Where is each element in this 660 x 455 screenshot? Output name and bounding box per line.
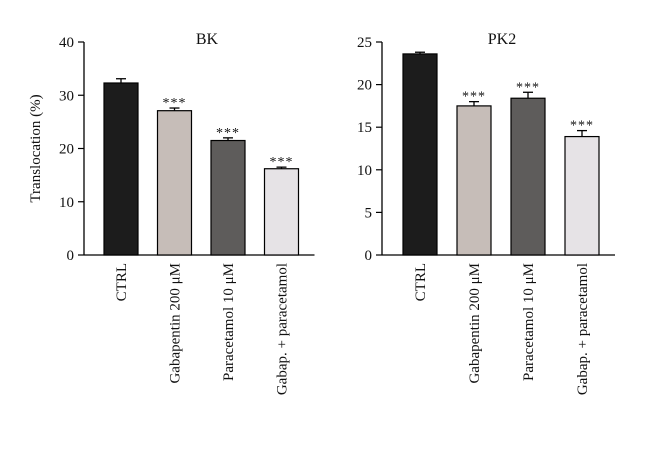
pk2-y-tick-label: 5 — [365, 205, 373, 221]
pk2-bar-3 — [564, 135, 600, 256]
bk-y-tick-label: 30 — [59, 88, 74, 104]
pk2-error-bar-0 — [415, 51, 425, 54]
pk2-y-tick-label: 10 — [357, 163, 372, 179]
pk2-y-tick-label: 15 — [357, 120, 372, 136]
bk-category-label-0: CTRL — [114, 263, 130, 301]
pk2-category-label-2: Paracetamol 10 μM — [521, 263, 537, 381]
pk2-bar-0 — [402, 53, 438, 256]
pk2-category-label-3: Gabap. + paracetamol — [575, 263, 591, 395]
bk-error-bar-2 — [223, 137, 233, 141]
bk-error-bar-1 — [169, 107, 180, 111]
bk-bar-1 — [156, 110, 193, 256]
bk-significance-2: *** — [216, 126, 240, 141]
bk-chart: 0 10 20 30 40 BK Translocation (%) CTRL *** Gabap… — [28, 31, 315, 395]
pk2-error-bar-2 — [523, 91, 533, 99]
bk-category-label-3: Gabap. + paracetamol — [275, 263, 291, 395]
pk2-y-tick-label: 0 — [365, 248, 373, 264]
pk2-category-label-1: Gabapentin 200 μM — [467, 263, 483, 384]
bk-bar-3 — [263, 168, 300, 256]
bk-bar-0 — [103, 82, 139, 256]
bk-y-axis-label: Translocation (%) — [28, 94, 44, 202]
bk-error-bar-0 — [116, 78, 126, 84]
pk2-category-label-0: CTRL — [413, 263, 429, 301]
pk2-error-bar-3 — [577, 129, 587, 137]
bk-bar-2 — [210, 139, 246, 256]
pk2-significance-1: *** — [462, 90, 486, 105]
pk2-chart: 0 5 10 15 20 25 PK2 CTRL *** Gabapentin 200 μM ***… — [357, 31, 615, 395]
pk2-title: PK2 — [488, 31, 516, 48]
pk2-significance-3: *** — [570, 119, 594, 134]
pk2-y-tick-label: 25 — [357, 35, 372, 51]
bk-category-label-2: Paracetamol 10 μM — [221, 263, 237, 381]
pk2-significance-2: *** — [516, 80, 540, 95]
pk2-bar-1 — [456, 105, 492, 256]
bk-y-tick-label: 0 — [67, 248, 75, 264]
bk-y-tick-label: 40 — [59, 35, 74, 51]
bk-significance-1: *** — [163, 96, 187, 111]
bk-y-tick-label: 10 — [59, 195, 74, 211]
bk-y-tick-label: 20 — [59, 142, 74, 158]
pk2-y-tick-label: 20 — [357, 78, 372, 94]
pk2-bar-2 — [510, 97, 546, 256]
bk-title: BK — [196, 31, 219, 48]
bk-significance-3: *** — [270, 155, 294, 170]
pk2-error-bar-1 — [469, 100, 479, 106]
bk-category-label-1: Gabapentin 200 μM — [168, 263, 184, 384]
bk-error-bar-3 — [276, 166, 287, 169]
